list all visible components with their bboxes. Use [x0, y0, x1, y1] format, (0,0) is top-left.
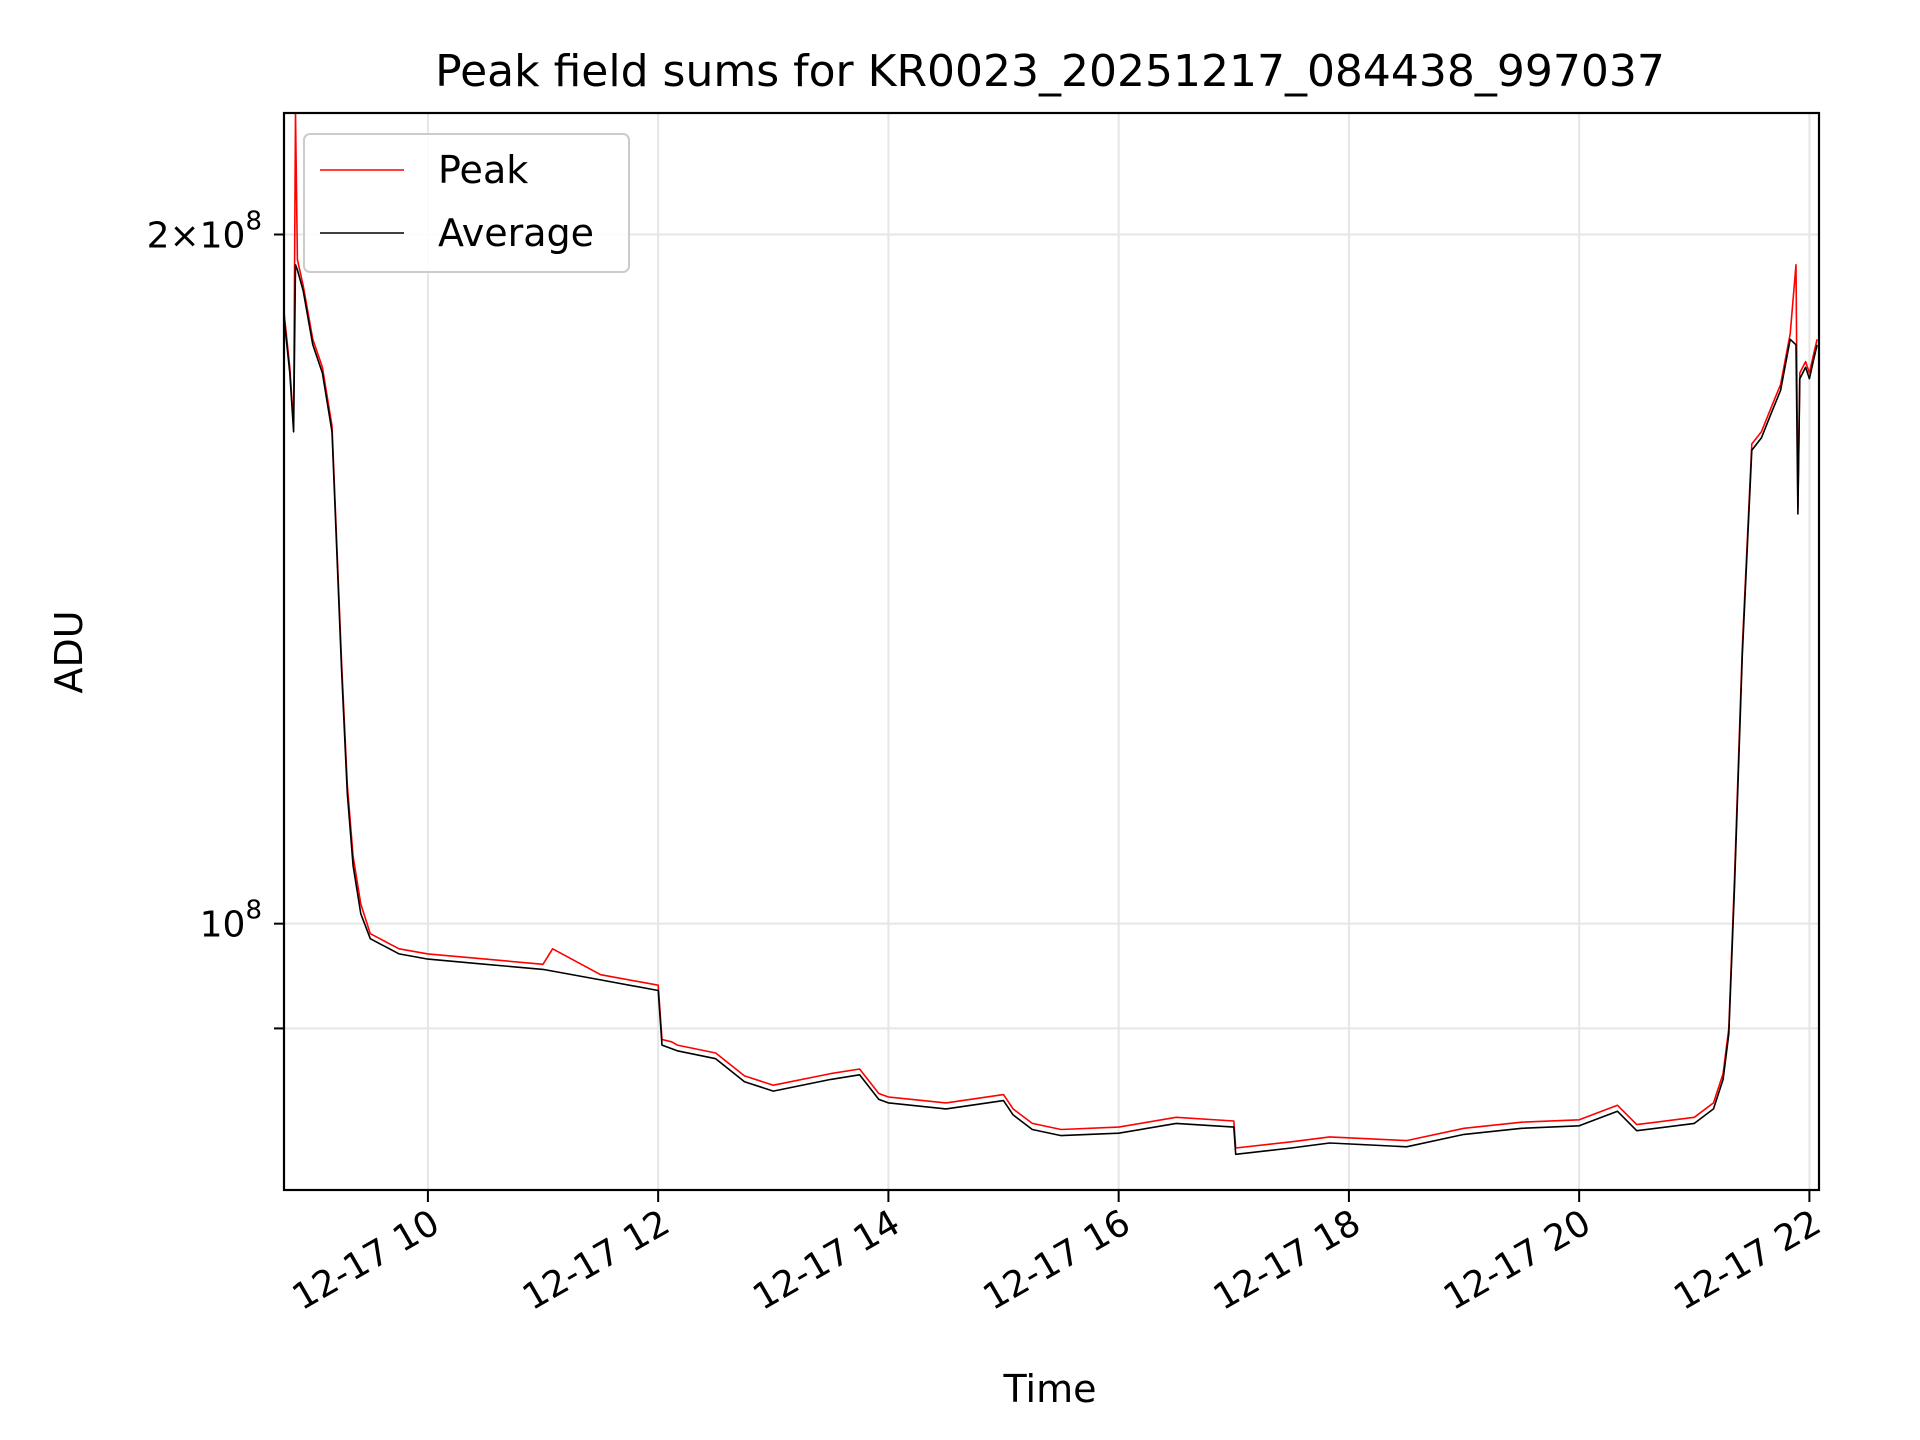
- y-tick-label: 2×108: [147, 207, 262, 257]
- grid-lines: [284, 113, 1819, 1190]
- y-tick-label-base: 10: [200, 905, 246, 946]
- legend-label-average: Average: [438, 211, 594, 255]
- y-axis-label: ADU: [47, 610, 91, 693]
- y-tick-label-base: 2×10: [147, 216, 246, 257]
- x-axis-label: Time: [1003, 1367, 1097, 1411]
- plot-frame: [282, 111, 1821, 1192]
- series-line-average: [283, 263, 1818, 1156]
- y-tick-label-exponent: 8: [245, 207, 262, 237]
- legend: Peak Average: [303, 133, 630, 273]
- y-tick-label: 108: [200, 896, 262, 946]
- y-tick-label-exponent: 8: [245, 896, 262, 926]
- chart-title: Peak field sums for KR0023_20251217_0844…: [435, 46, 1665, 97]
- legend-box: [303, 133, 630, 273]
- legend-label-peak: Peak: [438, 148, 528, 192]
- series-layer: [283, 112, 1818, 1156]
